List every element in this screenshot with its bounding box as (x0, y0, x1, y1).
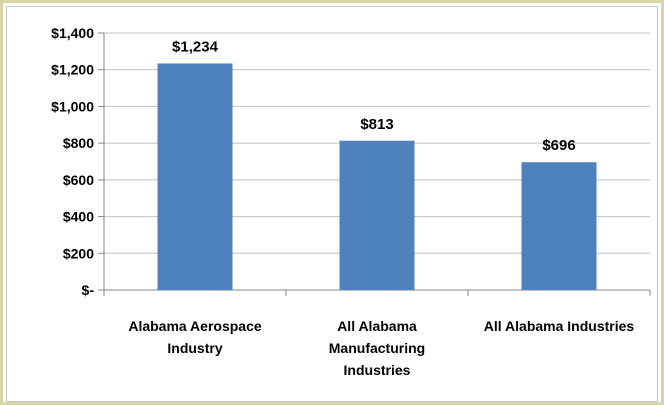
bar (521, 162, 597, 290)
data-label: $813 (360, 116, 393, 133)
x-tick-label: All Alabama Industries (484, 318, 635, 334)
y-tick-label: $1,000 (51, 98, 94, 114)
x-tick-label: Manufacturing (329, 340, 425, 356)
labels: $- $200 $400 $600 $800 $1,000 $1,200 $1,400 $1,2… (51, 25, 634, 378)
bars (157, 63, 597, 291)
y-tick-label: $1,400 (51, 25, 94, 41)
x-tick-label: All Alabama (337, 318, 417, 334)
y-tick-label: $600 (63, 172, 94, 188)
chart-area-border (6, 6, 658, 402)
y-tick-label: $1,200 (51, 62, 94, 78)
x-tick-label: Industry (167, 340, 222, 356)
y-tick-label: $800 (63, 135, 94, 151)
bar (339, 140, 415, 290)
y-tick-label: $200 (63, 245, 94, 261)
x-tick-label: Industries (344, 362, 411, 378)
data-label: $1,234 (172, 38, 219, 55)
y-tick-label: $- (82, 282, 95, 298)
bar (157, 63, 233, 291)
x-tick-label: Alabama Aerospace (128, 318, 262, 334)
data-label: $696 (542, 137, 575, 154)
y-tick-label: $400 (63, 209, 94, 225)
